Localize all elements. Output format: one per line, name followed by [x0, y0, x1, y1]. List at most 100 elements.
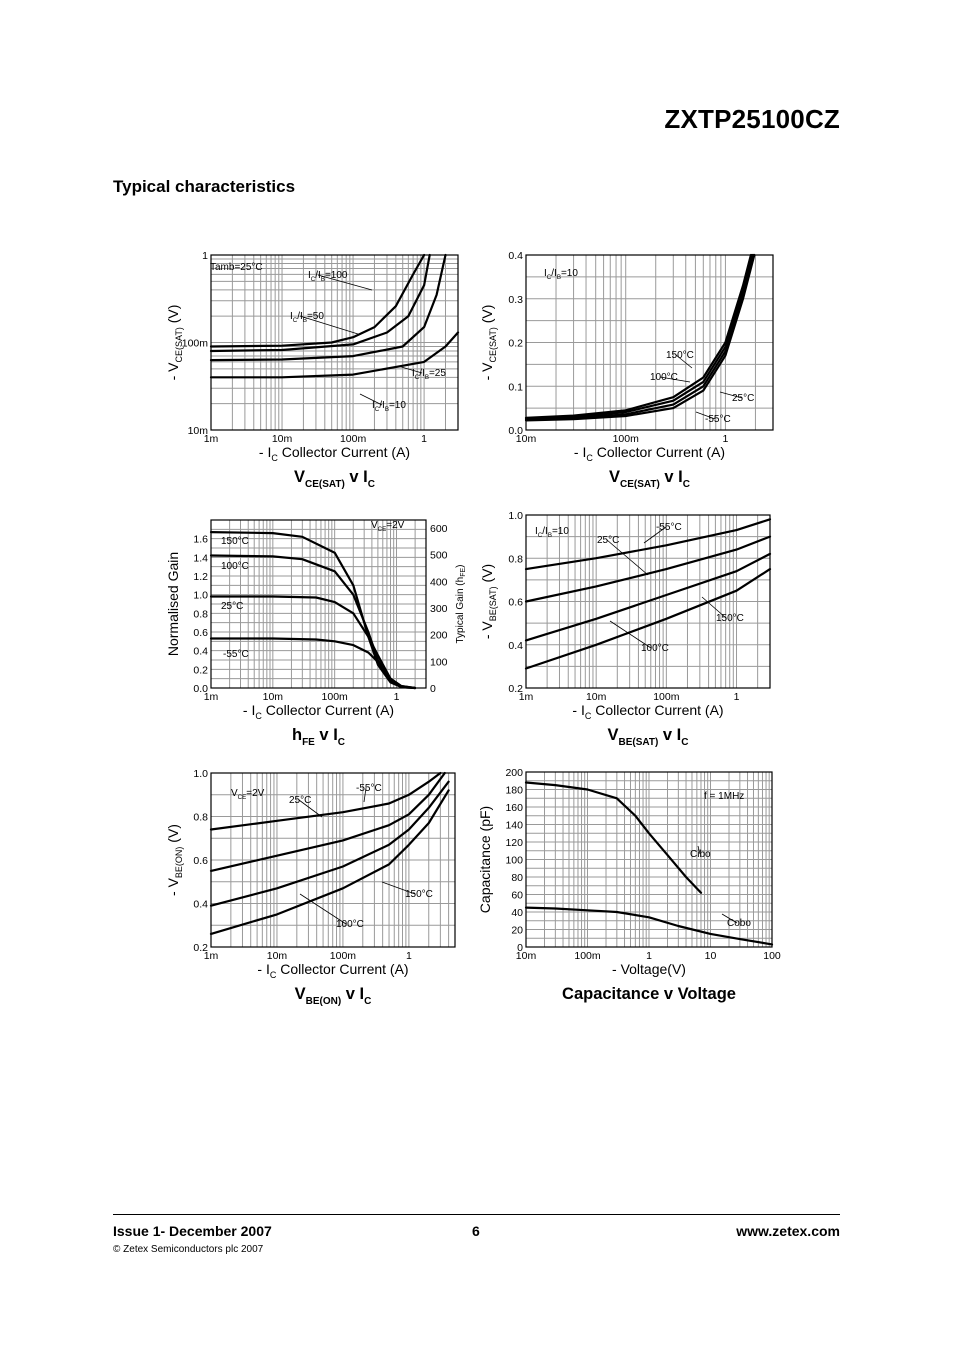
y-tick-label: 0.8: [193, 812, 208, 824]
y-tick-label: 140: [505, 820, 523, 832]
label-leader: [659, 376, 691, 383]
footer-copyright: © Zetex Semiconductors plc 2007: [113, 1244, 264, 1255]
y2-tick-label: 600: [430, 523, 448, 535]
footer-website: www.zetex.com: [736, 1223, 840, 1239]
y-tick-label: 1.0: [193, 768, 208, 780]
label-leader: [701, 596, 727, 619]
y-tick-label: 80: [511, 872, 523, 884]
x-tick-label: 100m: [653, 691, 680, 703]
series-line: [209, 253, 431, 353]
label-leader: [643, 526, 667, 544]
label-leader: [721, 913, 738, 924]
y2-tick-label: 0: [430, 683, 436, 695]
y-tick-label: 0.2: [193, 942, 208, 954]
plot-frame: [210, 254, 459, 431]
series-label: 100°C: [650, 372, 678, 383]
series-label: Cibo: [690, 849, 711, 860]
y-tick-label: 0: [517, 942, 523, 954]
y-axis-label: Normalised Gain: [165, 552, 181, 656]
y-tick-label: 120: [505, 837, 523, 849]
y-tick-label: 10m: [188, 425, 209, 437]
x-tick-label: 10: [705, 950, 717, 962]
part-number: ZXTP25100CZ: [664, 104, 840, 134]
chart-annotation: f = 1MHz: [704, 791, 744, 802]
x-axis-label: - Voltage(V): [612, 961, 686, 977]
label-leader: [298, 799, 323, 818]
series-line: [524, 781, 703, 894]
y-tick-label: 0.8: [508, 553, 523, 565]
y-tick-label: 0.3: [508, 294, 523, 306]
label-leader: [397, 365, 423, 374]
x-axis-label: - IC Collector Current (A): [257, 961, 408, 980]
x-tick-label: 100m: [340, 433, 367, 445]
series-line: [524, 535, 772, 603]
label-leader: [697, 845, 701, 855]
label-leader: [299, 315, 359, 335]
chart-annotation: VCE=2V: [231, 788, 265, 801]
series-label: 25°C: [732, 393, 754, 404]
series-label: 100°C: [221, 561, 249, 572]
y-tick-label: 100m: [182, 338, 209, 350]
x-axis-label: - IC Collector Current (A): [243, 702, 394, 721]
x-tick-label: 1: [406, 950, 412, 962]
chart-capacitance: 10m 100m 1 10 100 0 20 40 60 80 100 120 140 160 180 200…: [477, 767, 781, 1003]
x-tick-label: 100m: [330, 950, 357, 962]
x-tick-label: 100: [763, 950, 781, 962]
series-label: 25°C: [597, 535, 619, 546]
series-line: [209, 253, 447, 362]
y-tick-label: 0.2: [193, 664, 208, 676]
y-tick-label: 1.2: [193, 571, 208, 583]
series-line: [209, 771, 446, 872]
chart-vbeon: 1m 10m 100m 1 0.2 0.4 0.6 0.8 1.0 - IC Collector …: [165, 768, 456, 1007]
chart-vbesat: 1m 10m 100m 1 0.2 0.4 0.6 0.8 1.0 - IC Collector …: [479, 510, 772, 748]
y2-tick-label: 400: [430, 576, 448, 588]
label-leader: [675, 354, 693, 369]
series-line: [524, 552, 772, 642]
plot-frame: [525, 254, 774, 431]
chart-hfe: 1m 10m 100m 1 0.0 0.2 0.4 0.6 0.8 1.0 1.2 1.4 1.6 0 10…: [165, 519, 467, 748]
y-axis-label: - VBE(SAT) (V): [479, 564, 498, 639]
plot-frame: [210, 772, 456, 948]
series-line: [209, 554, 417, 690]
x-tick-label: 100m: [574, 950, 601, 962]
x-axis-label: - IC Collector Current (A): [572, 702, 723, 721]
chart-annotation: VCE=2V: [371, 520, 405, 533]
label-leader: [381, 881, 416, 895]
label-leader: [695, 411, 716, 420]
y-axis-label: - VCE(SAT) (V): [165, 305, 184, 381]
y2-tick-label: 200: [430, 630, 448, 642]
x-tick-label: 1m: [204, 950, 219, 962]
footer-issue: Issue 1- December 2007: [113, 1223, 272, 1239]
y-tick-label: 1.6: [193, 534, 208, 546]
series-label: IC/IB=10: [372, 400, 406, 413]
y-axis-label: Capacitance (pF): [477, 806, 493, 913]
y-tick-label: 0.1: [508, 381, 523, 393]
y-tick-label: 1.0: [508, 510, 523, 522]
y-tick-label: 0.8: [193, 608, 208, 620]
x-tick-label: 1m: [519, 691, 534, 703]
series-line: [524, 253, 752, 419]
series-label: 25°C: [221, 601, 243, 612]
series-label: IC/IB=25: [412, 368, 446, 381]
x-tick-label: 1: [734, 691, 740, 703]
x-tick-label: 1: [646, 950, 652, 962]
y-axis-label: - VCE(SAT) (V): [479, 305, 498, 381]
series-label: IC/IB=50: [290, 311, 324, 324]
plot-frame: [525, 771, 773, 948]
y-tick-label: 1.4: [193, 552, 208, 564]
x-tick-label: 1m: [204, 691, 219, 703]
y-tick-label: 180: [505, 785, 523, 797]
series-label: 150°C: [716, 613, 744, 624]
y-tick-label: 0.0: [193, 683, 208, 695]
label-leader: [719, 391, 743, 399]
footer-page-number: 6: [472, 1223, 480, 1239]
series-label: -55°C: [656, 522, 682, 533]
series-label: -55°C: [223, 649, 249, 660]
y-tick-label: 1.0: [193, 590, 208, 602]
series-line: [209, 253, 426, 348]
footer-rule: [113, 1214, 840, 1215]
x-tick-label: 1: [723, 433, 729, 445]
y2-tick-label: 100: [430, 656, 448, 668]
series-line: [524, 253, 754, 420]
